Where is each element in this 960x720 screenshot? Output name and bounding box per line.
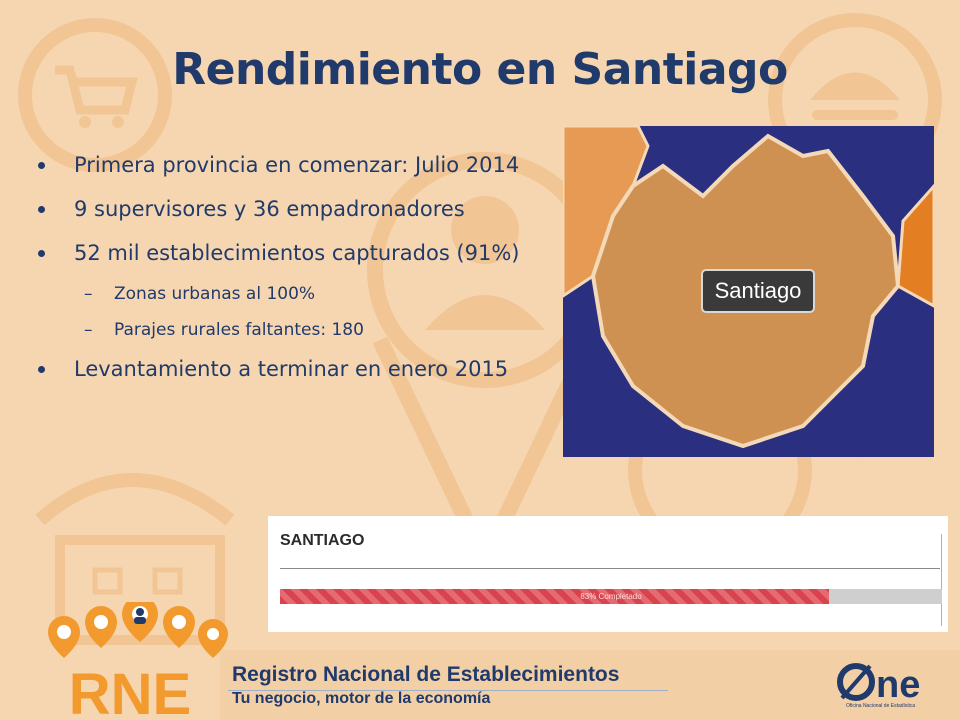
footer-title: Registro Nacional de Establecimientos — [232, 663, 620, 686]
burger-icon — [810, 72, 900, 100]
sub-bullet-item: Zonas urbanas al 100% — [36, 282, 566, 306]
progress-label: 83% Completado — [580, 592, 642, 601]
map-southeast-region — [853, 296, 934, 457]
cart-circle-icon — [18, 18, 172, 172]
map-label: Santiago — [701, 269, 815, 313]
footer-subtitle: Tu negocio, motor de la economía — [232, 690, 491, 707]
divider — [941, 534, 942, 626]
cart-icon — [55, 65, 138, 115]
bullet-item: 52 mil establecimientos capturados (91%) — [36, 238, 566, 269]
bullet-item: Levantamiento a terminar en enero 2015 — [36, 354, 566, 385]
progress-title: SANTIAGO — [280, 532, 365, 549]
one-logo-o-icon — [837, 663, 875, 701]
one-logo-subtitle: Oficina Nacional de Estadística — [846, 703, 916, 709]
sub-bullet-item: Parajes rurales faltantes: 180 — [36, 318, 566, 342]
one-logo: ne — [837, 663, 920, 706]
rne-logo-text: RNE — [69, 662, 191, 720]
slide-title: Rendimiento en Santiago — [172, 44, 788, 95]
bullet-item: 9 supervisores y 36 empadronadores — [36, 194, 566, 225]
one-logo-text: ne — [876, 664, 920, 706]
progress-card: SANTIAGO 83% Completado — [268, 516, 948, 632]
map-east-region — [896, 183, 934, 308]
rne-logo: RNE — [48, 602, 228, 720]
bullet-item: Primera provincia en comenzar: Julio 201… — [36, 150, 566, 181]
bullet-list: Primera provincia en comenzar: Julio 201… — [36, 150, 566, 398]
person-icon — [451, 196, 519, 264]
factory-arc-icon — [35, 473, 235, 526]
divider — [280, 568, 940, 569]
footer-divider — [228, 690, 668, 691]
progress-track: 83% Completado — [280, 589, 942, 604]
footer-band — [220, 650, 960, 720]
progress-fill — [280, 589, 830, 604]
